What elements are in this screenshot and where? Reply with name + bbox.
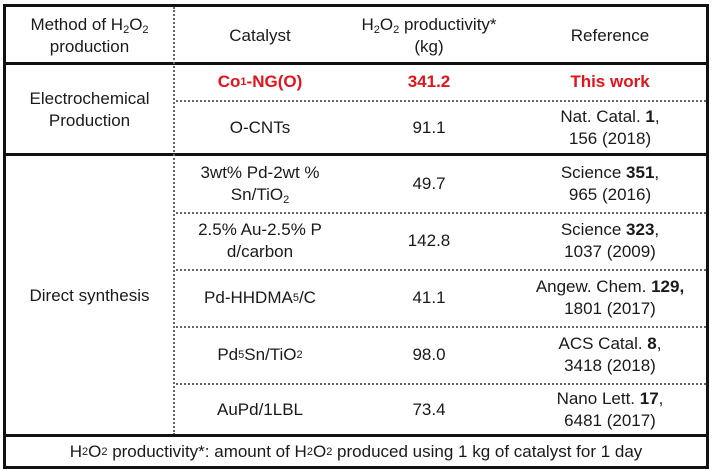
productivity-value: 98.0 bbox=[412, 345, 446, 364]
catalyst-pd-hhdma5-c: Pd-HHDMA 5/C bbox=[204, 288, 316, 307]
productivity-value: 341.2 bbox=[407, 72, 451, 91]
row-divider bbox=[176, 269, 706, 271]
productivity-value: 41.1 bbox=[412, 288, 446, 307]
row-divider bbox=[176, 100, 706, 102]
catalyst-o-cnts: O-CNTs bbox=[229, 118, 291, 137]
productivity-value: 49.7 bbox=[412, 173, 446, 193]
row-divider bbox=[176, 212, 706, 214]
catalyst-co1-ng-o: Co 1 -NG(O) bbox=[217, 72, 303, 91]
method-electrochemical: Electrochemical Production bbox=[29, 88, 150, 130]
productivity-value: 73.4 bbox=[412, 400, 446, 419]
productivity-value: 91.1 bbox=[412, 118, 446, 137]
reference-this-work: This work bbox=[570, 72, 650, 91]
header-method: Method of H2O2 production bbox=[30, 14, 149, 56]
reference-cell: ACS Catal. 8, 3418 (2018) bbox=[558, 334, 662, 375]
header-productivity: H2O2 productivity* (kg) bbox=[361, 14, 497, 56]
method-direct-synthesis: Direct synthesis bbox=[29, 285, 150, 305]
header-reference: Reference bbox=[570, 25, 650, 45]
header-catalyst: Catalyst bbox=[229, 25, 291, 45]
reference-cell: Science 323, 1037 (2009) bbox=[560, 220, 660, 261]
footer-divider bbox=[6, 434, 706, 437]
reference-cell: Science 351, 965 (2016) bbox=[560, 162, 660, 204]
catalyst-pd-sn-tio2: 3wt% Pd-2wt % Sn/TiO2 bbox=[200, 162, 320, 206]
row-divider bbox=[176, 383, 706, 385]
catalyst-aupd-1lbl: AuPd/1LBL bbox=[216, 400, 303, 419]
catalyst-au-pd-carbon: 2.5% Au-2.5% P d/carbon bbox=[198, 220, 322, 261]
column-divider bbox=[173, 7, 175, 435]
row-divider bbox=[176, 326, 706, 328]
reference-cell: Angew. Chem. 129, 1801 (2017) bbox=[535, 277, 685, 318]
header-divider bbox=[6, 62, 706, 65]
reference-cell: Nat. Catal. 1, 156 (2018) bbox=[560, 107, 660, 148]
productivity-value: 142.8 bbox=[407, 231, 451, 250]
group-divider bbox=[6, 153, 706, 156]
reference-cell: Nano Lett. 17, 6481 (2017) bbox=[556, 389, 664, 430]
catalyst-pd5sn-tio2: Pd 5 Sn/TiO 2 bbox=[217, 345, 303, 364]
h2o2-productivity-table: Method of H2O2 production Catalyst H2O2 … bbox=[3, 4, 709, 469]
